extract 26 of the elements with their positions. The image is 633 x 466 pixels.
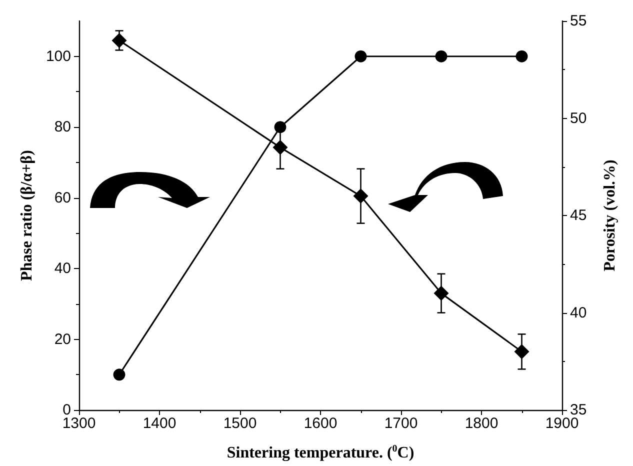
point [113, 368, 126, 381]
y-tick-label: 100 [46, 48, 71, 65]
x-tick-label: 1800 [464, 415, 498, 432]
point [112, 32, 127, 48]
y-tick-label: 80 [54, 118, 71, 136]
point [435, 50, 448, 62]
y-tick-label: 60 [54, 189, 71, 206]
y2-tick-label: 50 [570, 110, 587, 127]
y2-tick-label: 40 [570, 304, 587, 322]
x-tick-label: 1600 [304, 415, 338, 432]
x-tick-label: 1500 [223, 415, 257, 432]
y-tick-label: 20 [54, 330, 71, 348]
point [354, 50, 367, 62]
y2-axis-title: Porosity (vol.%) [602, 160, 618, 272]
point [274, 121, 286, 134]
point [434, 286, 449, 301]
point [516, 50, 528, 62]
point [272, 140, 288, 155]
y-axis-title: Phase ratio (β/α+β) [18, 150, 36, 281]
x-tick-label: 1700 [384, 415, 418, 432]
y-tick-label: 40 [54, 260, 71, 278]
y2-tick-label: 55 [570, 12, 587, 30]
y2-tick-label: 45 [570, 207, 587, 224]
point [353, 188, 368, 204]
x-tick-label: 1400 [142, 415, 176, 432]
point [514, 344, 530, 360]
